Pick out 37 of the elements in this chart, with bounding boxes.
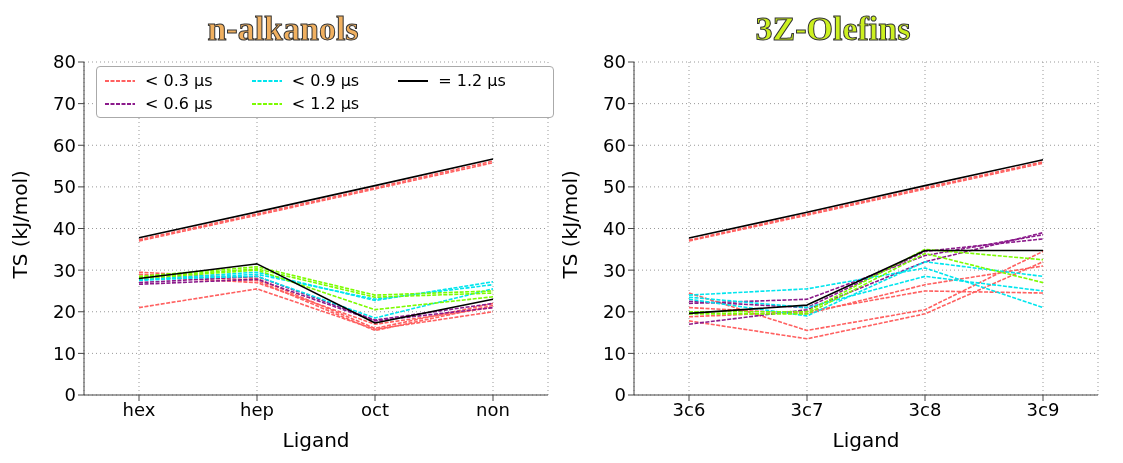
y-tick-label: 40: [603, 217, 626, 239]
legend-label: < 0.6 μs: [145, 94, 213, 113]
y-tick-label: 70: [603, 93, 626, 115]
y-tick-label: 60: [603, 134, 626, 156]
x-tick-label: 3c8: [908, 398, 942, 420]
x-tick-label: hex: [122, 398, 156, 420]
legend-label: < 0.3 μs: [145, 71, 213, 90]
y-tick-label: 80: [53, 51, 76, 73]
chart-title: n-alkanols: [206, 9, 360, 49]
y-tick-label: 40: [53, 217, 76, 239]
y-tick-label: 10: [53, 342, 76, 364]
x-tick-label: 3c6: [672, 398, 706, 420]
y-tick-label: 0: [614, 384, 626, 406]
y-tick-label: 60: [53, 134, 76, 156]
y-tick-label: 20: [603, 301, 626, 323]
legend-label: < 0.9 μs: [291, 71, 360, 90]
y-axis-title: TS (kJ/mol): [558, 170, 583, 280]
chart-title: 3Z-Olefins: [754, 9, 912, 49]
x-tick-label: non: [476, 398, 510, 420]
legend-label: < 1.2 μs: [291, 94, 360, 113]
y-tick-label: 30: [53, 259, 76, 281]
x-tick-label: 3c9: [1026, 398, 1060, 420]
y-tick-label: 50: [603, 176, 626, 198]
y-tick-label: 0: [64, 384, 76, 406]
legend-label: = 1.2 μs: [438, 71, 506, 90]
x-tick-label: hep: [240, 398, 274, 420]
y-axis-title: TS (kJ/mol): [8, 170, 33, 280]
y-tick-label: 70: [53, 93, 76, 115]
y-tick-label: 50: [53, 176, 76, 198]
y-tick-label: 20: [53, 301, 76, 323]
y-tick-label: 10: [603, 342, 626, 364]
x-tick-label: oct: [361, 398, 389, 420]
x-axis-title: Ligand: [282, 428, 350, 452]
y-tick-label: 80: [603, 51, 626, 73]
x-axis-title: Ligand: [832, 428, 900, 452]
y-tick-label: 30: [603, 259, 626, 281]
x-tick-label: 3c7: [790, 398, 824, 420]
